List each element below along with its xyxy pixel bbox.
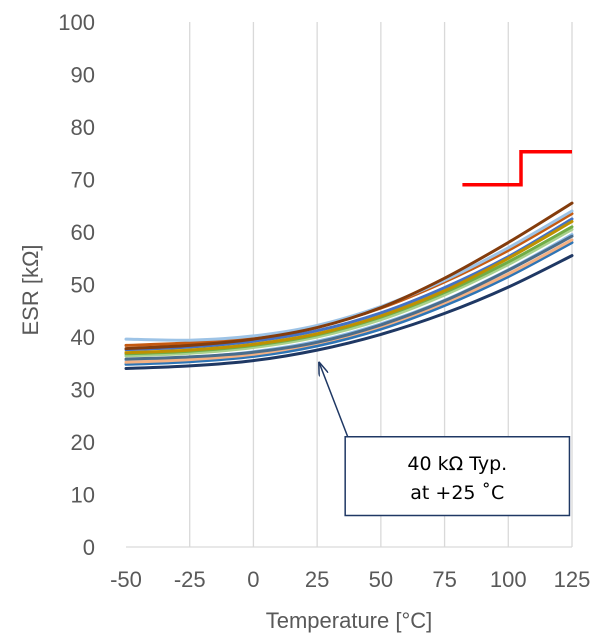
x-tick-label: 75 [432,567,456,592]
y-tick-label: 30 [71,378,95,403]
series-line [124,201,574,351]
series-layer [124,201,574,370]
y-axis-title: ESR [kΩ] [18,244,43,335]
x-tick-label: -25 [174,567,206,592]
y-tick-label: 70 [71,168,95,193]
limit-line [462,149,572,187]
annotation-text-line: at +25 ˚C [410,482,504,504]
series-line [124,254,574,370]
y-tick-label: 40 [71,325,95,350]
x-tick-label: 100 [490,567,527,592]
x-tick-label: 125 [554,567,591,592]
series-line [124,227,574,358]
x-tick-labels: -50 -25 0 25 50 75 100 125 [110,567,590,592]
x-tick-label: -50 [110,567,142,592]
annotation-arrow [319,363,349,438]
x-tick-label: 25 [305,567,329,592]
y-tick-label: 50 [71,273,95,298]
series-line [124,241,574,366]
y-tick-label: 10 [71,483,95,508]
y-tick-label: 90 [71,63,95,88]
series-line [124,234,574,361]
y-tick-label: 100 [58,10,95,35]
y-tick-label: 80 [71,115,95,140]
annotation-box [344,436,571,517]
annotation-text-line: 40 kΩ Typ. [407,453,507,475]
y-tick-label: 20 [71,430,95,455]
series-line [124,220,574,355]
limit-layer [462,149,572,187]
y-tick-label: 0 [83,535,95,560]
x-axis-title: Temperature [°C] [266,608,433,633]
y-tick-labels: 0 10 20 30 40 50 60 70 80 90 100 [58,10,95,560]
grid-lines [126,22,573,548]
x-tick-label: 50 [369,567,393,592]
annotation-layer: 40 kΩ Typ. at +25 ˚C [319,363,571,517]
y-tick-label: 60 [71,220,95,245]
x-tick-label: 0 [247,567,259,592]
